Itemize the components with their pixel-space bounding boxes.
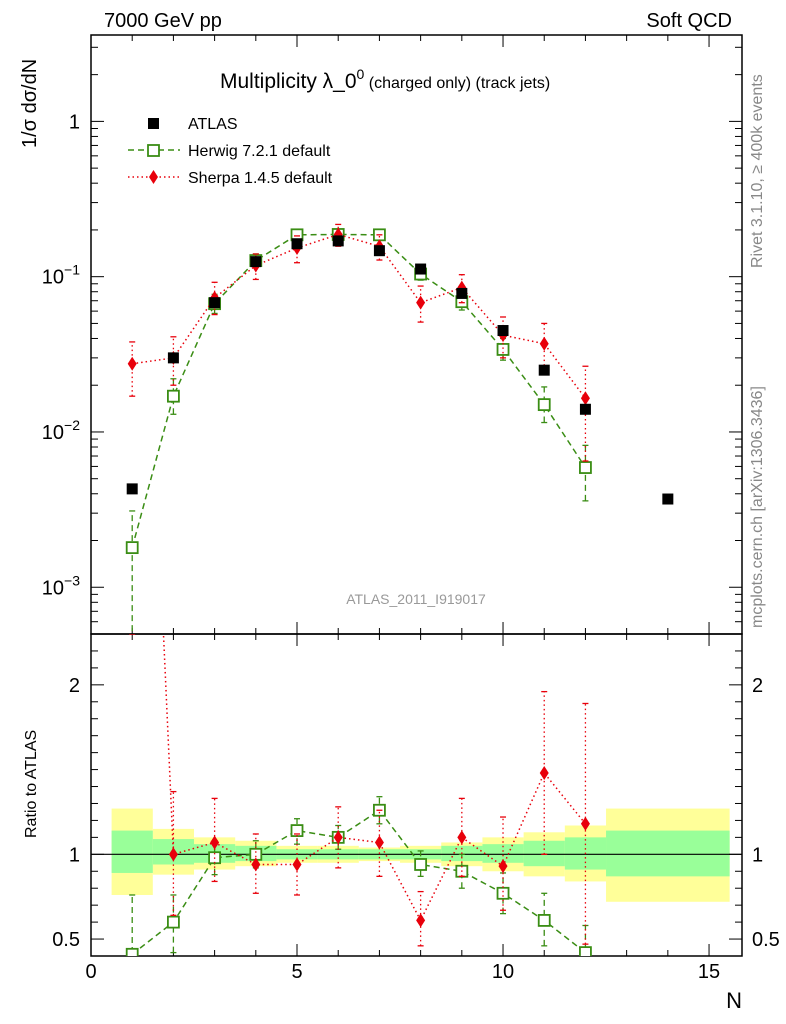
sherpa-ratio-point [333, 830, 343, 845]
legend: ATLAS Herwig 7.2.1 default Sherpa 1.4.5 … [128, 116, 333, 187]
herwig-ratio-point [537, 914, 551, 927]
plot-title-sub: (charged only) (track jets) [364, 75, 550, 92]
atlas-point [497, 325, 509, 337]
atlas-point [291, 238, 303, 250]
legend-entry-herwig: Herwig 7.2.1 default [128, 143, 331, 160]
herwig-point [167, 389, 180, 403]
band-green [111, 830, 153, 873]
atlas-point [662, 493, 674, 505]
legend-entry-atlas: ATLAS [148, 116, 238, 133]
y-tick-label-top: 10−1 [42, 262, 80, 289]
y-tick-label-bottom-right: 1 [752, 844, 763, 866]
axis-tick-labels: 0 5 10 15 10−3 10−2 10−1 1 0.5 0.5 1 1 2 2 [42, 111, 780, 983]
header-left: 7000 GeV pp [104, 10, 222, 32]
legend-label-herwig: Herwig 7.2.1 default [188, 143, 331, 160]
y-axis-label-bottom: Ratio to ATLAS [23, 730, 40, 838]
atlas-point [415, 263, 427, 275]
sherpa-ratio-point [374, 835, 384, 850]
axis-ticks [90, 35, 742, 956]
atlas-point [456, 287, 468, 299]
legend-label-sherpa: Sherpa 1.4.5 default [188, 170, 333, 187]
atlas-point [373, 245, 385, 257]
sherpa-point [127, 356, 137, 371]
bottom-panel-frame [90, 633, 743, 957]
y-tick-label-bottom-right: 0.5 [752, 929, 780, 951]
rivet-label: Rivet 3.1.10, ≥ 400k events [749, 74, 766, 268]
top-series [125, 223, 674, 634]
legend-marker-herwig [147, 144, 160, 157]
y-axis-label-top: 1/σ dσ/dN [19, 59, 41, 148]
mcplots-label: mcplots.cern.ch [arXiv:1306.3436] [749, 386, 766, 628]
herwig-point [537, 398, 551, 412]
sherpa-point [580, 391, 590, 406]
plot-title: Multiplicity λ_00 (charged only) (track … [220, 66, 550, 93]
analysis-watermark: ATLAS_2011_I919017 [346, 591, 486, 607]
herwig-ratio-point [167, 915, 180, 929]
herwig-ratio-point [496, 886, 510, 900]
legend-entry-sherpa: Sherpa 1.4.5 default [128, 170, 333, 187]
herwig-ratio-point [414, 858, 428, 871]
herwig-ratio-point [579, 946, 592, 956]
atlas-point [250, 256, 262, 268]
sherpa-ratio-point [580, 816, 590, 831]
sherpa-ratio-line [162, 634, 586, 923]
atlas-point [167, 352, 179, 364]
y-tick-label-bottom-left: 2 [69, 675, 80, 697]
sherpa-ratio-point [210, 835, 220, 850]
atlas-point [332, 235, 344, 247]
herwig-ratio-point [125, 947, 139, 956]
sherpa-ratio-point [416, 913, 426, 928]
herwig-line [131, 233, 587, 548]
sherpa-line [132, 233, 586, 399]
herwig-ratio-line [131, 809, 586, 955]
atlas-point [538, 364, 550, 376]
y-tick-label-bottom-right: 2 [752, 675, 763, 697]
ratio-series [125, 634, 592, 956]
band-green [606, 830, 730, 877]
sherpa-point [539, 336, 549, 351]
sherpa-ratio-point [457, 830, 467, 845]
y-tick-label-top: 1 [69, 111, 80, 133]
x-tick-label: 0 [85, 961, 96, 983]
sherpa-ratio-point [498, 859, 508, 874]
atlas-point [209, 297, 221, 309]
x-tick-label: 10 [492, 961, 514, 983]
y-tick-label-top: 10−3 [42, 572, 80, 599]
plot-title-main: Multiplicity λ_0 [220, 70, 357, 93]
herwig-point [579, 461, 592, 474]
sherpa-ratio-point [292, 857, 302, 872]
y-tick-label-top: 10−2 [42, 417, 80, 444]
sherpa-ratio-point [168, 847, 178, 862]
sherpa-ratio-point [251, 857, 261, 872]
x-axis-label: N [726, 988, 742, 1013]
atlas-point [126, 483, 138, 495]
herwig-point [125, 541, 139, 555]
legend-marker-sherpa [149, 170, 158, 184]
header-right: Soft QCD [646, 10, 732, 32]
sherpa-point [416, 295, 426, 310]
atlas-point [579, 403, 591, 415]
plot-title-sup: 0 [357, 66, 365, 82]
y-tick-label-bottom-left: 1 [69, 844, 80, 866]
sherpa-ratio-point [539, 765, 549, 780]
x-tick-label: 15 [698, 961, 720, 983]
y-tick-label-bottom-left: 0.5 [52, 929, 80, 951]
x-tick-label: 5 [291, 961, 302, 983]
legend-marker-atlas [148, 118, 159, 129]
legend-label-atlas: ATLAS [188, 116, 238, 133]
